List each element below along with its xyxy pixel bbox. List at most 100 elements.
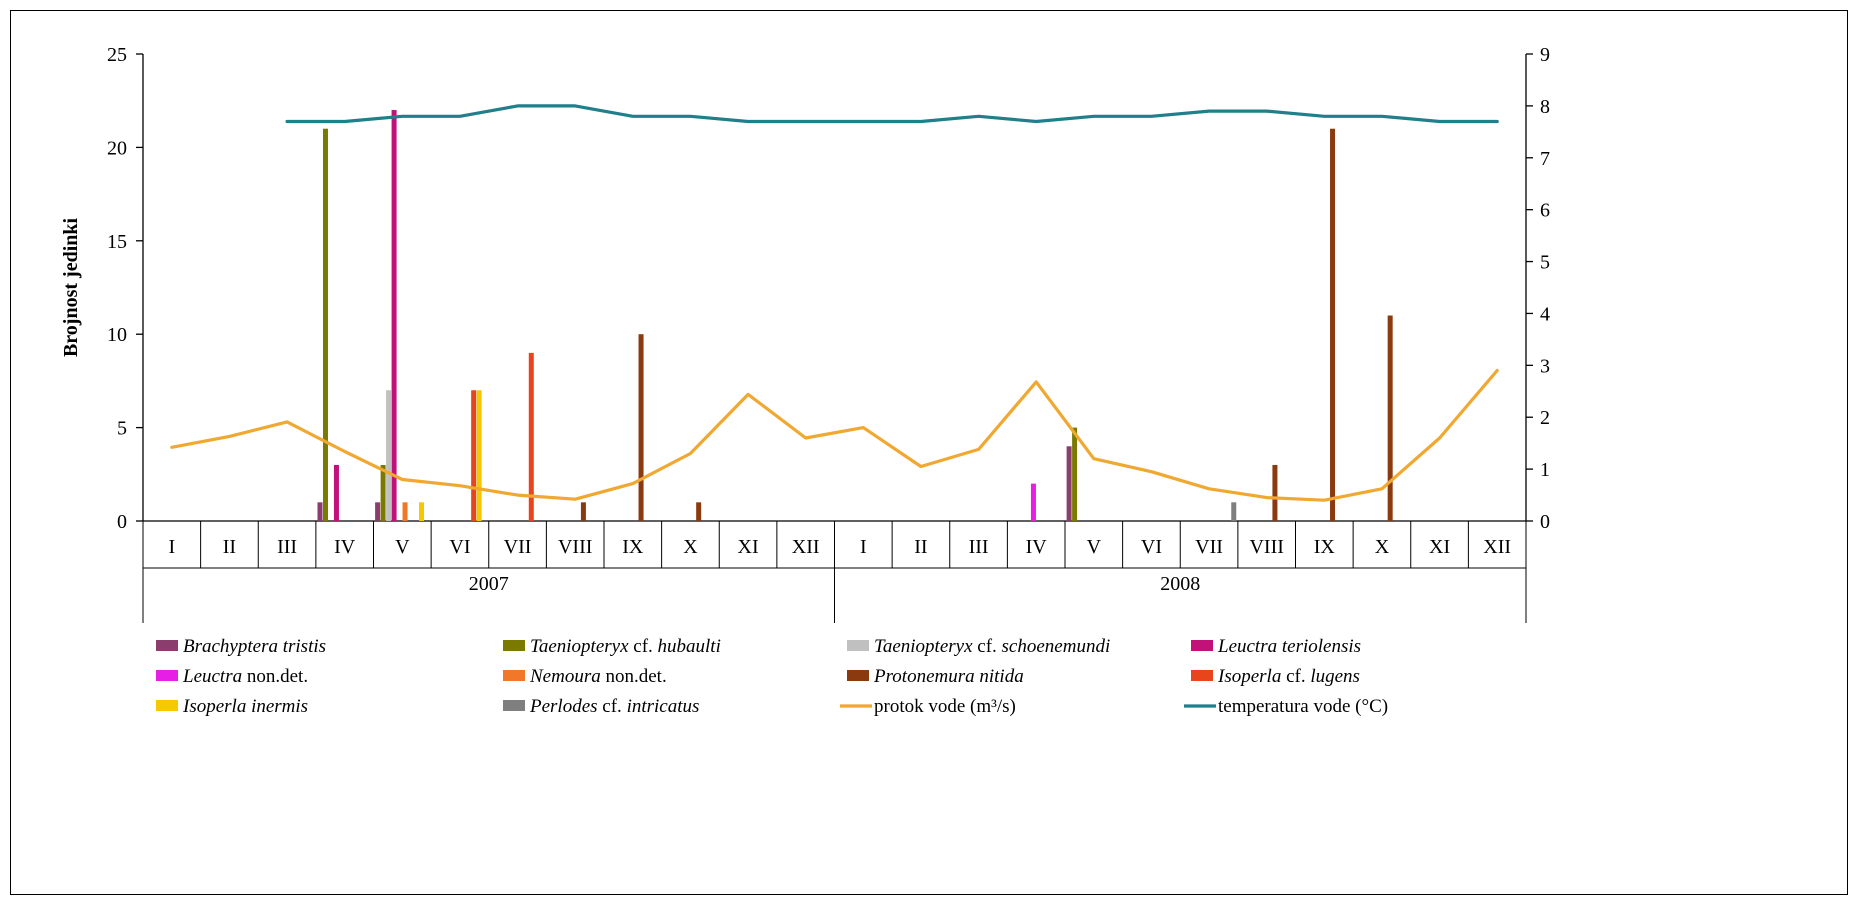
x-tick-label: X [1375,536,1390,558]
legend-label-part: schoenemundi [1002,636,1111,657]
legend-label-part: Taeniopteryx [530,636,629,657]
bar [380,464,386,521]
bar [317,502,323,521]
bar [471,390,477,521]
legend-label-part: non.det. [601,666,667,687]
legend-label-part: temperatura vode (°C) [1218,696,1388,717]
left-y-tick-label: 20 [107,137,127,159]
bar [322,128,328,521]
legend-label-part: cf. [629,636,658,657]
legend-label: Perlodes cf. intricatus [529,696,699,717]
bar [386,390,392,521]
x-tick-label: XII [792,536,820,558]
legend-label-part: Isoperla [1217,666,1281,687]
legend-label: Taeniopteryx cf. hubaulti [530,636,721,657]
x-tick-label: XII [1483,536,1511,558]
legend-label-part: lugens [1310,666,1360,687]
legend-label-part: cf. [598,696,627,717]
x-tick-label: X [683,536,698,558]
legend-swatch [156,670,178,681]
x-tick-label: IX [622,536,644,558]
bar [333,464,339,521]
bar [1066,446,1072,521]
x-tick-label: V [1087,536,1102,558]
legend-swatch [1191,640,1213,651]
legend-swatch [847,670,869,681]
right-y-tick-label: 1 [1540,459,1550,481]
bar [1330,128,1336,521]
x-tick-label: V [395,536,410,558]
x-tick-label: VII [1195,536,1223,558]
x-tick-label: IV [1026,536,1048,558]
x-tick-label: VI [449,536,470,558]
y-axis-label: Brojnost jedinki [60,218,82,358]
legend-label: protok vode (m³/s) [874,696,1016,717]
bar [476,390,482,521]
x-tick-label: VIII [1249,536,1283,558]
x-tick-label: II [914,536,927,558]
legend-swatch [847,640,869,651]
legend-label-part: Isoperla inermis [182,696,308,717]
bar [1030,483,1036,521]
x-group-label: 2008 [1160,573,1200,595]
line-series [170,368,1499,502]
legend-label-part: non.det. [242,666,308,687]
chart-frame [10,10,1848,895]
x-tick-label: III [969,536,989,558]
x-tick-label: III [277,536,297,558]
legend-label-part: protok vode (m³/s) [874,696,1016,717]
left-y-tick-label: 15 [107,231,127,253]
right-y-tick-label: 4 [1540,303,1550,325]
x-tick-label: I [168,536,175,558]
right-y-tick-label: 6 [1540,200,1550,222]
legend-swatch [1191,670,1213,681]
left-y-tick-label: 0 [117,511,127,533]
legend-label-part: Taeniopteryx [874,636,973,657]
legend-label: Isoperla cf. lugens [1217,666,1360,687]
x-tick-label: VI [1141,536,1162,558]
legend-swatch [503,700,525,711]
bar [1231,502,1237,521]
legend-label: Taeniopteryx cf. schoenemundi [874,636,1110,657]
right-y-tick-label: 7 [1540,148,1550,170]
right-y-tick-label: 2 [1540,407,1550,429]
bar [580,502,586,521]
bar [402,502,408,521]
x-tick-label: VII [504,536,532,558]
right-y-tick-label: 8 [1540,96,1550,118]
x-tick-label: I [860,536,867,558]
legend-label: temperatura vode (°C) [1218,696,1388,717]
legend-label-part: Nemoura [529,666,601,687]
legend-label-part: cf. [973,636,1002,657]
x-tick-label: IX [1314,536,1336,558]
legend-swatch [156,640,178,651]
bar [696,502,702,521]
right-y-tick-label: 9 [1540,44,1550,66]
legend-label-part: Protonemura nitida [873,666,1024,687]
legend-label-part: Leuctra [182,666,242,687]
x-tick-label: II [223,536,236,558]
legend-label: Protonemura nitida [873,666,1024,687]
legend-swatch [503,640,525,651]
right-y-tick-label: 5 [1540,252,1550,274]
legend-label: Brachyptera tristis [183,636,326,657]
line-series [285,104,1499,124]
legend-label-part: hubaulti [658,636,721,657]
left-y-tick-label: 10 [107,324,127,346]
legend-swatch [156,700,178,711]
x-tick-label: XI [738,536,759,558]
bar [528,352,534,521]
legend-label: Leuctra non.det. [182,666,308,687]
bar [638,334,644,521]
legend-label: Isoperla inermis [182,696,308,717]
legend-label-part: Brachyptera tristis [183,636,326,657]
right-y-tick-label: 3 [1540,355,1550,377]
bar [1387,315,1393,521]
legend-label: Nemoura non.det. [529,666,667,687]
legend-label-part: Leuctra teriolensis [1217,636,1361,657]
legend-label-part: cf. [1281,666,1310,687]
bar [1072,427,1078,521]
legend-swatch [503,670,525,681]
bar [419,502,425,521]
